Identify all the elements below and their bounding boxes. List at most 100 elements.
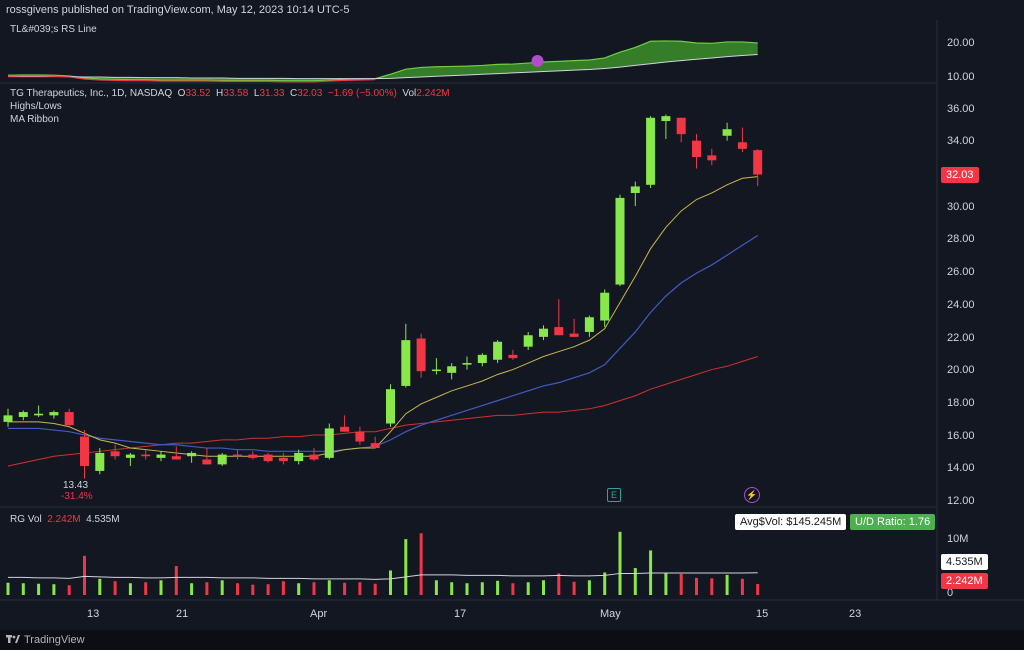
footer-bar: TradingView [0, 630, 1024, 650]
candle-body [202, 459, 212, 465]
volume-bar [419, 533, 423, 595]
candle-body [110, 451, 120, 457]
volume-bar [266, 584, 270, 595]
indicator-ma-ribbon[interactable]: MA Ribbon [10, 114, 59, 125]
rs-new-high-dot [531, 55, 544, 68]
publish-text: rossgivens published on TradingView.com,… [6, 4, 350, 16]
symbol-label: TG Therapeutics, Inc., 1D, NASDAQ [10, 88, 173, 99]
rs-line-title: TL&#039;s RS Line [10, 24, 97, 35]
candle-body [661, 116, 671, 122]
candle-body [584, 317, 594, 332]
volume-bar [465, 583, 469, 595]
volume-current: 2.242M [47, 514, 81, 525]
volume-tick-0: 0 [947, 587, 954, 599]
price-tick: 12.00 [947, 495, 975, 507]
rs-tick-10: 10.00 [947, 71, 975, 83]
dividend-icon[interactable]: ⚡ [744, 487, 760, 503]
rs-fill-area [8, 40, 758, 81]
candle-body [278, 457, 288, 462]
change-value: −1.69 (−5.00%) [327, 88, 397, 99]
candle-body [447, 366, 457, 373]
volume-bar [511, 583, 515, 595]
x-tick-may: May [600, 608, 621, 620]
low-marker-pct: -31.4% [61, 491, 93, 502]
volume-bar [358, 582, 362, 595]
volume-bar [450, 582, 454, 595]
candle-body [508, 354, 518, 359]
volume-bar [52, 584, 56, 595]
tradingview-logo[interactable]: TradingView [6, 633, 85, 646]
volume-bar [404, 539, 408, 595]
candle-body [49, 412, 59, 416]
volume-bar [740, 578, 744, 595]
candle-body [187, 452, 197, 457]
x-tick-apr: Apr [310, 608, 328, 620]
candle-body [630, 186, 640, 193]
candle-body [141, 454, 151, 457]
volume-average-line [8, 572, 758, 580]
x-tick-13: 13 [87, 608, 100, 620]
candle-body [722, 129, 732, 136]
candle-body [676, 117, 686, 135]
volume-last-tag: 2.242M [941, 573, 988, 589]
volume-bar [480, 582, 484, 595]
volume-bar [389, 570, 392, 595]
volume-bar [679, 573, 683, 595]
ud-ratio-box: U/D Ratio: 1.76 [850, 514, 936, 530]
candle-body [462, 363, 472, 365]
volume-bar [251, 584, 255, 595]
candle-body [217, 454, 227, 465]
ma-mid-line [8, 234, 759, 452]
candle-body [309, 454, 319, 460]
price-tick: 28.00 [947, 233, 975, 246]
volume-bar [542, 580, 545, 595]
ma-short-line [8, 176, 758, 457]
x-tick-21: 21 [176, 608, 189, 620]
candle-body [80, 436, 89, 467]
price-tick: 34.00 [947, 135, 975, 148]
rs-line [7, 40, 758, 82]
volume-bar [710, 578, 714, 595]
ma-long-line [7, 356, 758, 467]
vol-label: Vol [402, 88, 417, 99]
candle-body [737, 142, 747, 149]
high-value: 33.58 [223, 88, 249, 99]
price-tick: 22.00 [947, 331, 975, 344]
candle-body [233, 454, 242, 457]
volume-bar [83, 555, 86, 595]
candle-body [493, 341, 503, 360]
volume-bar [220, 580, 224, 595]
avg-dollar-volume-box: Avg$Vol: $145.245M [735, 514, 847, 530]
volume-avg-tag: 4.535M [941, 554, 988, 570]
candle-body [64, 412, 74, 426]
price-tick: 26.00 [947, 266, 975, 279]
price-tick: 18.00 [947, 396, 975, 409]
earnings-icon[interactable]: E [607, 488, 621, 502]
volume-bar [633, 568, 637, 595]
volume-bar [725, 574, 729, 595]
candle-body [18, 412, 28, 417]
open-value: 33.52 [185, 88, 211, 99]
volume-title: RG Vol [10, 514, 42, 525]
x-tick-15: 15 [756, 608, 769, 620]
candle-body [3, 415, 13, 422]
volume-bar [190, 583, 194, 595]
indicator-highs-lows[interactable]: Highs/Lows [10, 101, 62, 112]
volume-bar [113, 581, 117, 595]
volume-bar [557, 573, 561, 595]
main-legend: TG Therapeutics, Inc., 1D, NASDAQ O33.52… [10, 88, 450, 99]
open-label: O [177, 88, 186, 99]
volume-bar [174, 566, 178, 595]
candle-body [646, 117, 656, 185]
price-tick: 14.00 [947, 462, 975, 475]
volume-bar [526, 582, 530, 595]
candle-body [477, 354, 487, 364]
candle-body [355, 431, 365, 442]
candle-body [324, 428, 334, 458]
candle-body [416, 338, 426, 372]
volume-bar [756, 584, 760, 595]
tradingview-logo-icon [6, 633, 20, 645]
candle-body [554, 327, 564, 336]
volume-legend: RG Vol 2.242M 4.535M [10, 514, 120, 525]
